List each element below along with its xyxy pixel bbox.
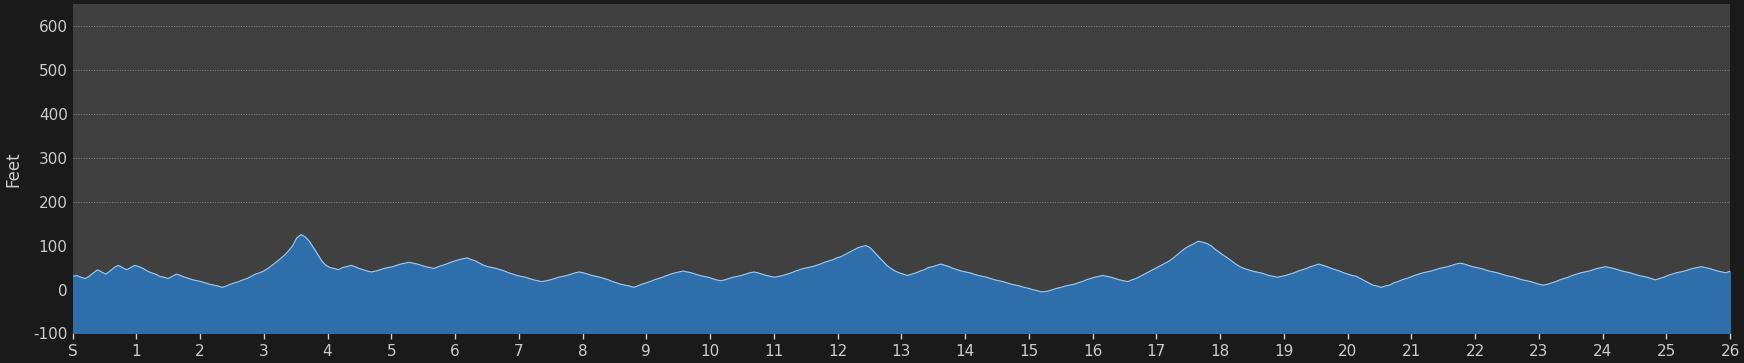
- Y-axis label: Feet: Feet: [3, 151, 23, 187]
